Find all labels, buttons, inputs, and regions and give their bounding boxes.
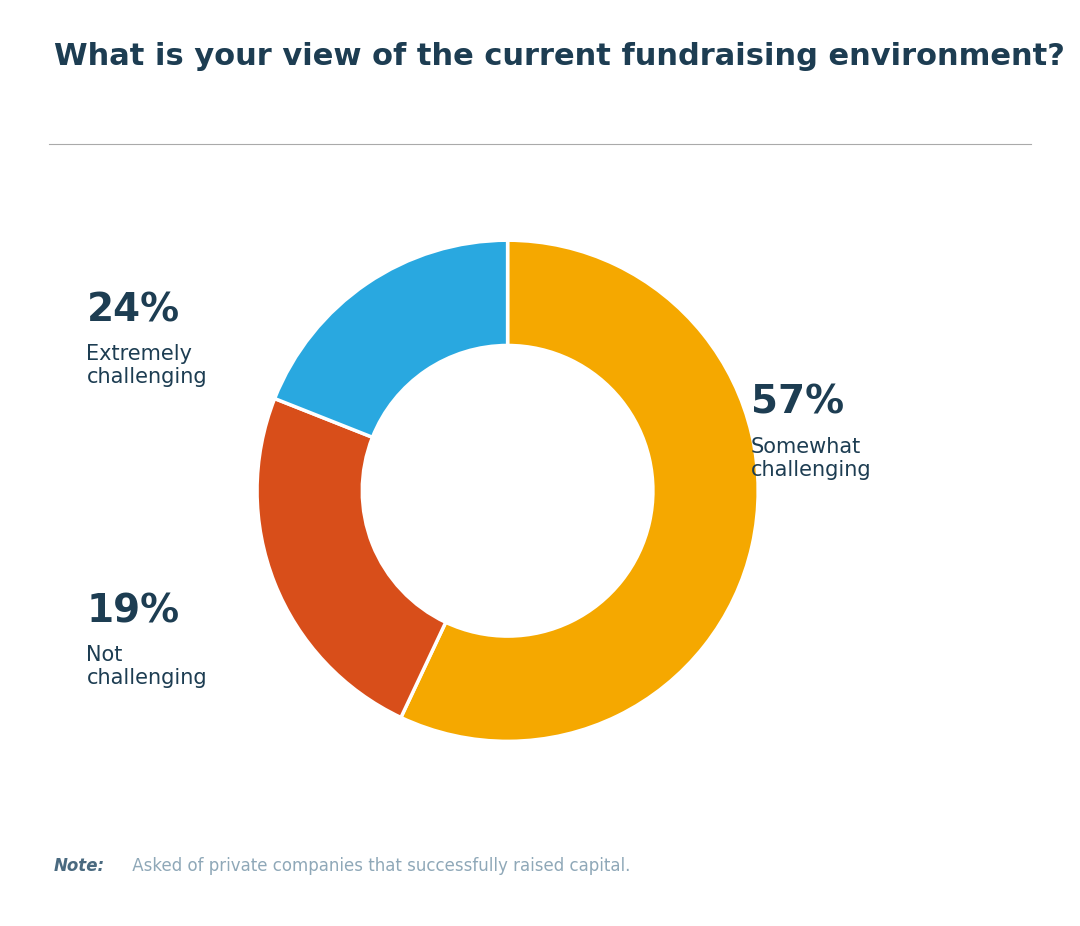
Text: 57%: 57% [751, 383, 843, 422]
Text: 19%: 19% [86, 592, 179, 631]
Text: Note:: Note: [54, 857, 105, 875]
Text: Somewhat
challenging: Somewhat challenging [751, 437, 872, 480]
Wedge shape [257, 398, 446, 718]
Text: What is your view of the current fundraising environment?: What is your view of the current fundrai… [54, 42, 1065, 70]
Text: 24%: 24% [86, 291, 179, 330]
Text: Asked of private companies that successfully raised capital.: Asked of private companies that successf… [127, 857, 631, 875]
Wedge shape [401, 240, 758, 742]
Text: Extremely
challenging: Extremely challenging [86, 344, 207, 387]
Wedge shape [274, 240, 508, 437]
Text: Not
challenging: Not challenging [86, 645, 207, 688]
